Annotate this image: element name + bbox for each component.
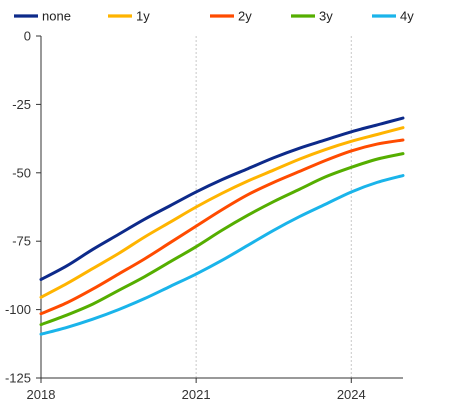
series-line-1y: [39, 126, 405, 299]
y-tick-label: -125: [5, 371, 31, 386]
legend-label-4y: 4y: [400, 9, 414, 24]
y-tick-label: -25: [12, 97, 31, 112]
legend-label-2y: 2y: [238, 9, 252, 24]
x-tick-label: 2021: [182, 387, 211, 402]
y-tick-label: 0: [24, 29, 31, 44]
x-tick-label: 2024: [337, 387, 366, 402]
y-tick-label: -50: [12, 165, 31, 180]
y-tick-label: -100: [5, 302, 31, 317]
x-tick-label: 2018: [27, 387, 56, 402]
series-line-3y: [39, 152, 405, 327]
legend-label-3y: 3y: [319, 9, 333, 24]
series-group: [39, 116, 405, 336]
axes: [36, 35, 403, 383]
series-line-none: [39, 116, 405, 281]
grid: [195, 36, 352, 378]
series-line-4y: [39, 174, 405, 336]
y-tick-label: -75: [12, 234, 31, 249]
legend: none 1y 2y 3y 4y: [14, 9, 414, 24]
legend-label-none: none: [42, 9, 71, 24]
series-line-2y: [39, 138, 405, 316]
legend-label-1y: 1y: [136, 9, 150, 24]
